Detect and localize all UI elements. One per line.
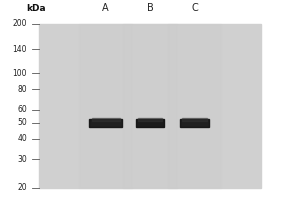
Bar: [92, 118, 120, 121]
Bar: [79, 24, 132, 188]
Text: C: C: [191, 3, 198, 13]
Text: 80: 80: [17, 85, 27, 94]
Bar: [123, 24, 177, 188]
Text: 100: 100: [13, 69, 27, 78]
Text: 50: 50: [17, 118, 27, 127]
Text: B: B: [147, 3, 153, 13]
Text: 20: 20: [17, 184, 27, 192]
Bar: [138, 118, 162, 121]
Text: 200: 200: [13, 19, 27, 28]
Bar: [168, 24, 221, 188]
Text: 140: 140: [13, 45, 27, 54]
Text: 60: 60: [17, 105, 27, 114]
Bar: [182, 118, 207, 121]
Text: 30: 30: [17, 155, 27, 164]
Bar: [179, 119, 209, 127]
Text: 40: 40: [17, 134, 27, 143]
Text: A: A: [102, 3, 109, 13]
Bar: [89, 119, 122, 127]
Bar: [136, 119, 164, 127]
Text: kDa: kDa: [26, 4, 46, 13]
Bar: [39, 24, 261, 188]
